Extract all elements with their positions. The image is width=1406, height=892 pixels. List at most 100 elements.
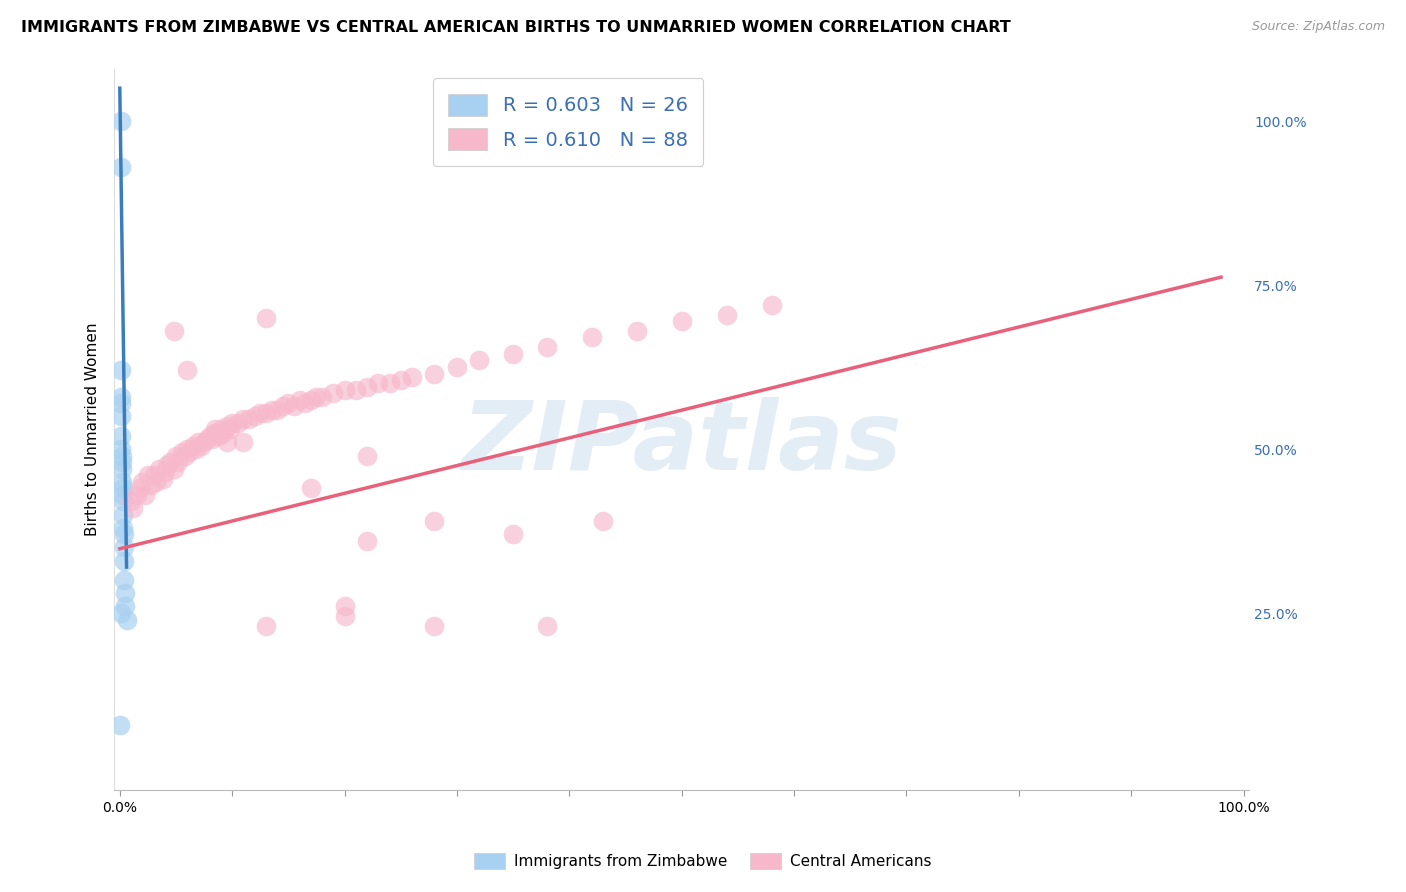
Point <box>112 494 135 508</box>
Point <box>260 402 283 417</box>
Point <box>311 390 333 404</box>
Point <box>156 458 179 473</box>
Point <box>221 416 243 430</box>
Point <box>129 482 152 496</box>
Point <box>145 475 167 489</box>
Point <box>468 353 491 368</box>
Point <box>120 494 142 508</box>
Point <box>112 521 135 535</box>
Point <box>671 314 693 328</box>
Point <box>536 619 558 633</box>
Point <box>142 468 165 483</box>
Point <box>761 298 783 312</box>
Point <box>209 422 232 436</box>
Point <box>111 482 134 496</box>
Point <box>111 488 134 502</box>
Point <box>181 439 204 453</box>
Point <box>626 324 648 338</box>
Point <box>110 442 132 456</box>
Point <box>110 429 132 443</box>
Point <box>581 330 603 344</box>
Point <box>193 435 215 450</box>
Y-axis label: Births to Unmarried Women: Births to Unmarried Women <box>86 323 100 536</box>
Point <box>152 471 174 485</box>
Point <box>401 369 423 384</box>
Point <box>110 390 132 404</box>
Point <box>111 461 134 475</box>
Point <box>423 514 446 528</box>
Point <box>243 409 266 424</box>
Point <box>367 376 389 391</box>
Point <box>271 400 294 414</box>
Point <box>423 619 446 633</box>
Point <box>176 363 198 377</box>
Point <box>249 406 271 420</box>
Point <box>163 461 186 475</box>
Point <box>378 376 401 391</box>
Point <box>176 442 198 456</box>
Point <box>112 541 135 555</box>
Point <box>356 380 378 394</box>
Point <box>112 527 135 541</box>
Point <box>110 606 132 620</box>
Point <box>201 432 224 446</box>
Point <box>112 508 135 522</box>
Text: IMMIGRANTS FROM ZIMBABWE VS CENTRAL AMERICAN BIRTHS TO UNMARRIED WOMEN CORRELATI: IMMIGRANTS FROM ZIMBABWE VS CENTRAL AMER… <box>21 20 1011 35</box>
Point <box>226 416 249 430</box>
Point <box>333 609 356 624</box>
Point <box>110 409 132 424</box>
Point <box>186 442 208 456</box>
Point <box>187 435 209 450</box>
Point <box>283 400 305 414</box>
Point <box>110 717 132 731</box>
Point <box>333 383 356 397</box>
Point <box>277 396 299 410</box>
Point <box>190 439 212 453</box>
Point <box>232 412 254 426</box>
Point <box>110 396 132 410</box>
Point <box>131 475 153 489</box>
Point <box>148 461 170 475</box>
Point <box>333 599 356 614</box>
Point <box>423 367 446 381</box>
Point <box>110 160 132 174</box>
Point <box>305 390 328 404</box>
Point <box>232 435 254 450</box>
Point <box>322 386 344 401</box>
Point <box>153 465 176 479</box>
Point <box>299 392 322 407</box>
Point <box>254 406 277 420</box>
Point <box>125 488 148 502</box>
Point <box>134 488 156 502</box>
Point <box>299 482 322 496</box>
Point <box>136 468 159 483</box>
Point <box>356 449 378 463</box>
Point <box>110 114 132 128</box>
Point <box>141 478 163 492</box>
Point <box>111 455 134 469</box>
Legend: Immigrants from Zimbabwe, Central Americans: Immigrants from Zimbabwe, Central Americ… <box>468 847 938 875</box>
Point <box>111 475 134 489</box>
Point <box>204 425 226 440</box>
Point <box>208 429 231 443</box>
Point <box>114 586 136 600</box>
Point <box>112 573 135 587</box>
Point <box>389 373 412 387</box>
Text: ZIPatlas: ZIPatlas <box>461 397 903 491</box>
Point <box>111 449 134 463</box>
Point <box>163 324 186 338</box>
Point <box>254 619 277 633</box>
Point <box>238 412 260 426</box>
Point <box>344 383 367 397</box>
Point <box>288 392 311 407</box>
Text: Source: ZipAtlas.com: Source: ZipAtlas.com <box>1251 20 1385 33</box>
Point <box>502 527 524 541</box>
Point <box>219 422 242 436</box>
Point <box>122 501 145 516</box>
Point <box>197 432 219 446</box>
Point <box>115 613 138 627</box>
Point <box>716 308 738 322</box>
Point <box>294 396 316 410</box>
Point <box>204 422 226 436</box>
Point <box>112 553 135 567</box>
